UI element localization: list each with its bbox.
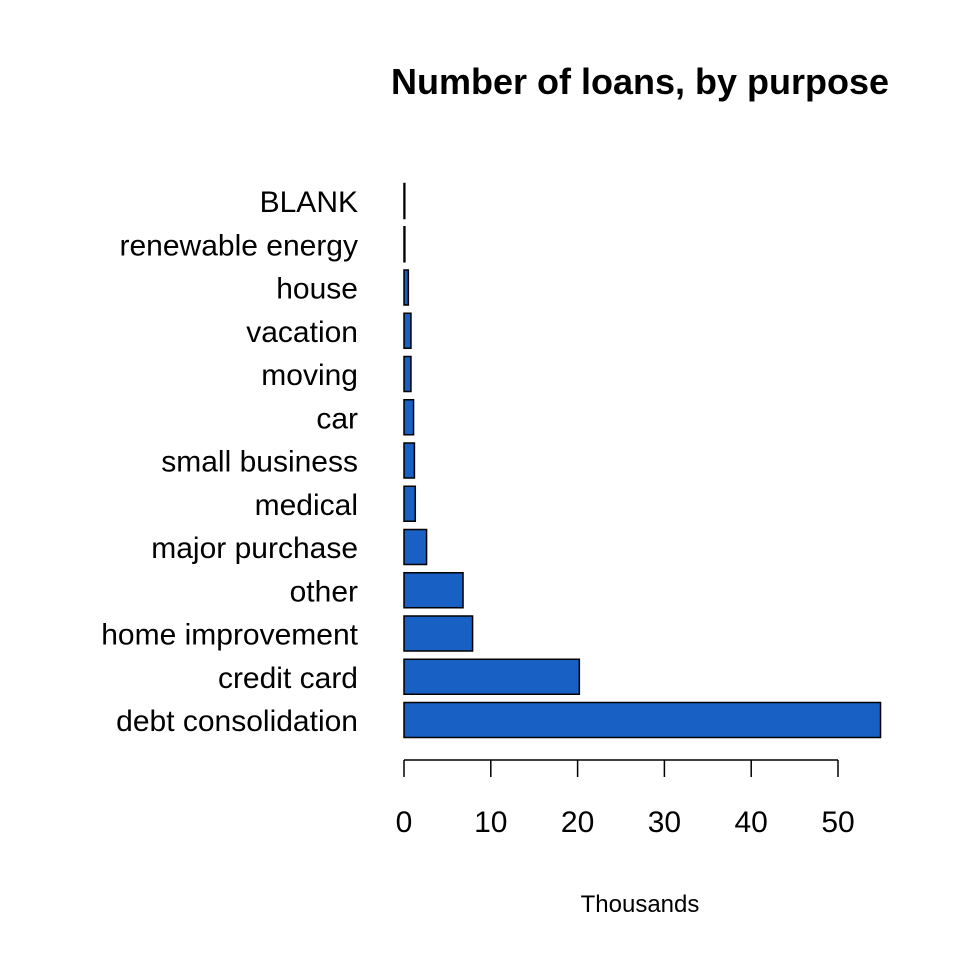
- bar-vacation: [403, 312, 412, 349]
- category-label: house: [276, 273, 358, 306]
- x-axis: 0 10 20 30 40 50: [396, 759, 855, 839]
- category-label: BLANK: [260, 186, 358, 219]
- category-label: major purchase: [151, 532, 358, 565]
- x-tick-label: 0: [396, 806, 413, 839]
- x-tick-label: 20: [561, 806, 594, 839]
- x-tick-label: 30: [648, 806, 681, 839]
- bar-major-purchase: [403, 528, 428, 566]
- category-label: home improvement: [101, 619, 358, 652]
- category-label: credit card: [218, 662, 358, 695]
- bar-small-business: [403, 442, 416, 479]
- x-tick-label: 10: [474, 806, 507, 839]
- bar-house: [403, 269, 410, 306]
- bar-other: [403, 572, 464, 609]
- x-tick-label: 40: [735, 806, 768, 839]
- category-label: small business: [161, 446, 358, 479]
- bar-renewable-energy: [403, 226, 406, 263]
- bar-car: [403, 399, 415, 436]
- category-label: renewable energy: [120, 229, 359, 262]
- category-label: debt consolidation: [116, 705, 358, 738]
- category-label: medical: [255, 489, 358, 522]
- bar-home-improvement: [403, 615, 474, 652]
- bars-group: [403, 182, 882, 739]
- bar-credit-card: [403, 658, 581, 695]
- bar-medical: [403, 485, 417, 522]
- category-label: moving: [261, 359, 358, 392]
- chart-title: Number of loans, by purpose: [391, 61, 889, 102]
- category-label: car: [316, 402, 358, 435]
- category-label: vacation: [246, 316, 358, 349]
- category-label: other: [290, 575, 358, 608]
- x-axis-title: Thousands: [581, 891, 700, 918]
- x-tick-label: 50: [821, 806, 854, 839]
- bar-blank: [403, 182, 406, 220]
- bar-moving: [403, 355, 412, 393]
- bar-debt-consolidation: [403, 701, 882, 739]
- category-labels: debt consolidation credit card home improv…: [101, 186, 358, 738]
